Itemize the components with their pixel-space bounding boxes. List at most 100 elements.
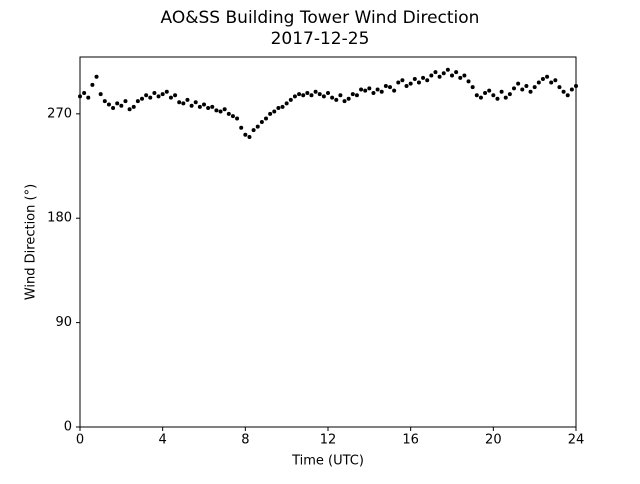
data-point [528, 89, 533, 94]
data-point [301, 93, 306, 98]
data-point [235, 116, 240, 121]
data-point [317, 92, 322, 97]
data-point [82, 90, 87, 95]
data-point [404, 83, 409, 88]
data-point [239, 125, 244, 130]
data-point [135, 99, 140, 104]
data-point [520, 87, 525, 92]
data-point [441, 71, 446, 76]
data-point [553, 78, 558, 83]
data-point [512, 86, 516, 91]
data-point [131, 104, 136, 109]
data-point [354, 93, 359, 98]
data-point [210, 104, 215, 109]
data-point [400, 78, 405, 83]
data-point [206, 106, 211, 111]
data-point [177, 100, 182, 105]
data-point [309, 93, 314, 98]
data-point [429, 73, 434, 78]
y-tick-label: 270 [47, 106, 72, 121]
data-point [483, 90, 488, 95]
data-point [454, 70, 459, 75]
data-point [292, 94, 297, 99]
data-point [218, 109, 223, 114]
data-point [338, 93, 343, 98]
data-point [412, 77, 417, 82]
data-point [565, 93, 570, 98]
data-point [383, 83, 388, 88]
data-point [342, 99, 347, 104]
y-tick-label: 0 [64, 420, 72, 435]
data-point [462, 73, 467, 78]
data-point [549, 80, 554, 85]
data-point [255, 124, 260, 129]
x-tick-label: 0 [76, 433, 84, 448]
data-point [152, 90, 157, 95]
data-point [437, 74, 442, 79]
data-point [156, 94, 161, 99]
data-point [350, 92, 355, 97]
data-point [392, 88, 397, 93]
data-point [495, 96, 500, 101]
data-point [313, 89, 318, 94]
data-point [363, 88, 368, 93]
data-point [375, 87, 380, 92]
chart-title: AO&SS Building Tower Wind Direction [161, 8, 480, 28]
x-tick-label: 8 [241, 433, 249, 448]
data-point [425, 78, 430, 83]
data-point [168, 95, 173, 100]
data-point [569, 87, 574, 92]
data-point [326, 90, 330, 95]
data-point [503, 95, 508, 100]
data-point [230, 114, 235, 119]
y-tick-label: 180 [47, 211, 72, 226]
data-point [416, 80, 421, 85]
x-axis-label: Time (UTC) [291, 454, 364, 469]
data-point [396, 80, 401, 85]
data-point [144, 93, 149, 98]
data-point [268, 111, 273, 116]
data-point [470, 85, 475, 90]
data-point [321, 94, 326, 99]
data-point [557, 85, 562, 90]
data-point [445, 67, 450, 72]
data-point [491, 93, 496, 98]
data-point [202, 102, 206, 107]
plot-frame [79, 56, 577, 428]
data-point [536, 80, 541, 85]
data-point [264, 116, 268, 121]
data-point [197, 104, 202, 109]
x-tick-label: 24 [568, 433, 585, 448]
data-point [421, 75, 426, 80]
data-point [189, 103, 194, 108]
data-point [359, 87, 364, 92]
data-point [334, 97, 339, 102]
data-point [251, 128, 256, 133]
data-point [487, 88, 492, 93]
data-point [214, 108, 219, 113]
data-point [90, 82, 95, 87]
data-point [466, 79, 471, 84]
data-point [545, 74, 550, 79]
data-point [222, 107, 227, 112]
data-point [297, 92, 302, 97]
data-point [478, 95, 483, 100]
data-point [524, 83, 529, 88]
data-point [276, 106, 281, 111]
data-point [102, 99, 107, 104]
data-point [330, 95, 335, 100]
data-point [111, 106, 116, 111]
data-point [185, 97, 190, 102]
data-point [173, 93, 178, 98]
data-point [540, 77, 545, 82]
x-tick-label: 12 [320, 433, 337, 448]
data-point [408, 81, 413, 86]
data-point [226, 111, 231, 116]
data-point [388, 85, 392, 90]
data-point [243, 132, 248, 137]
data-point [115, 101, 120, 106]
data-point [259, 119, 264, 124]
data-point [379, 89, 384, 94]
data-point [98, 92, 103, 97]
